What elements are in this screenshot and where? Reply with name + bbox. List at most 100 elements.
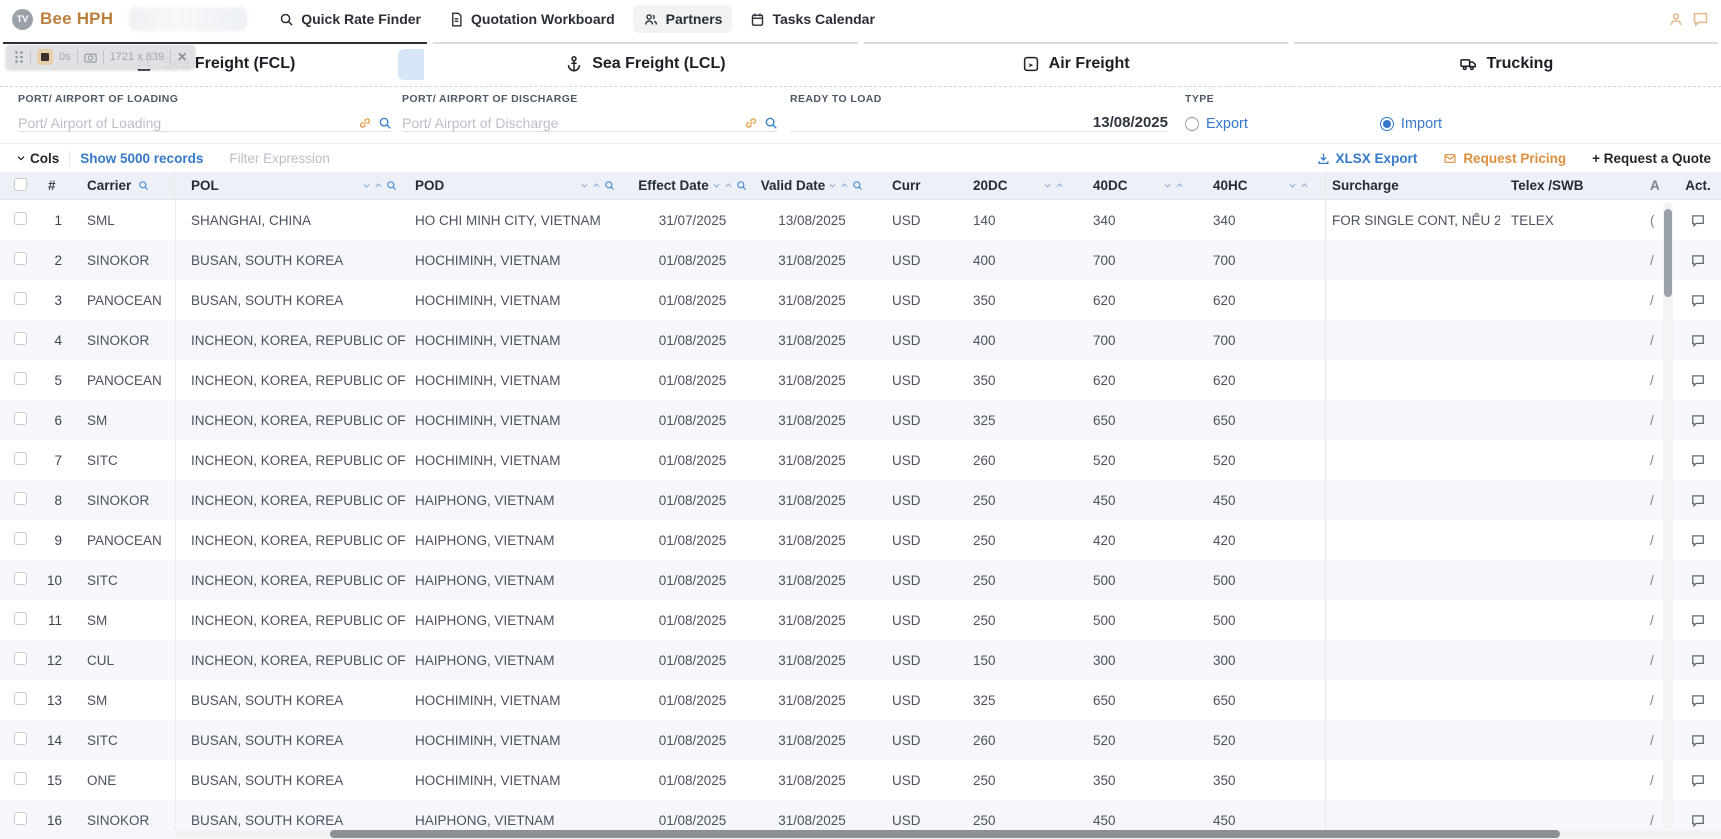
col-header-40dc[interactable]: 40DC bbox=[1080, 178, 1200, 193]
horizontal-scrollbar[interactable] bbox=[176, 830, 1721, 838]
comment-icon[interactable] bbox=[1691, 814, 1705, 827]
row-checkbox[interactable] bbox=[14, 772, 27, 785]
comment-icon[interactable] bbox=[1691, 734, 1705, 747]
row-checkbox[interactable] bbox=[14, 812, 27, 825]
col-header-surcharge[interactable]: Surcharge bbox=[1332, 178, 1399, 193]
comment-icon[interactable] bbox=[1691, 614, 1705, 627]
nav-item-partners[interactable]: Partners bbox=[632, 5, 733, 33]
sort-desc-icon[interactable] bbox=[362, 181, 371, 190]
horizontal-scrollbar-thumb[interactable] bbox=[330, 830, 1560, 838]
filter-expression-input[interactable]: Filter Expression bbox=[229, 150, 330, 166]
row-checkbox[interactable] bbox=[14, 612, 27, 625]
row-checkbox[interactable] bbox=[14, 372, 27, 385]
comment-icon[interactable] bbox=[1691, 374, 1705, 387]
nav-item-quick-rate-finder[interactable]: Quick Rate Finder bbox=[269, 5, 431, 33]
comment-icon[interactable] bbox=[1691, 494, 1705, 507]
sort-desc-icon[interactable] bbox=[1288, 181, 1297, 190]
stop-recording-button[interactable] bbox=[37, 49, 53, 65]
col-header-actions[interactable]: Act. bbox=[1685, 178, 1711, 193]
table-row[interactable]: 11 SM INCHEON, KOREA, REPUBLIC OF HAIPHO… bbox=[0, 600, 1721, 640]
table-row[interactable]: 9 PANOCEAN INCHEON, KOREA, REPUBLIC OF H… bbox=[0, 520, 1721, 560]
comment-icon[interactable] bbox=[1691, 454, 1705, 467]
chat-icon[interactable] bbox=[1692, 11, 1709, 27]
table-row[interactable]: 15 ONE BUSAN, SOUTH KOREA HOCHIMINH, VIE… bbox=[0, 760, 1721, 800]
brand-logo[interactable]: Bee HPH bbox=[40, 9, 114, 28]
tab-trucking[interactable]: Trucking bbox=[1293, 42, 1718, 84]
row-checkbox[interactable] bbox=[14, 732, 27, 745]
search-icon[interactable] bbox=[764, 116, 778, 130]
comment-icon[interactable] bbox=[1691, 574, 1705, 587]
sort-desc-icon[interactable] bbox=[712, 181, 721, 190]
comment-icon[interactable] bbox=[1691, 654, 1705, 667]
tab-air-freight[interactable]: Air Freight bbox=[863, 42, 1288, 84]
search-icon[interactable] bbox=[604, 180, 615, 191]
row-checkbox[interactable] bbox=[14, 572, 27, 585]
close-icon[interactable]: ✕ bbox=[177, 50, 188, 64]
port-of-discharge-input[interactable]: Port/ Airport of Discharge bbox=[402, 115, 778, 132]
user-icon[interactable] bbox=[1668, 11, 1684, 27]
sort-asc-icon[interactable] bbox=[592, 181, 601, 190]
table-row[interactable]: 2 SINOKOR BUSAN, SOUTH KOREA HOCHIMINH, … bbox=[0, 240, 1721, 280]
vertical-scrollbar[interactable] bbox=[1663, 202, 1673, 829]
col-header-no[interactable]: # bbox=[48, 178, 56, 193]
row-checkbox[interactable] bbox=[14, 452, 27, 465]
row-checkbox[interactable] bbox=[14, 652, 27, 665]
row-checkbox[interactable] bbox=[14, 252, 27, 265]
sort-asc-icon[interactable] bbox=[840, 181, 849, 190]
radio-import[interactable]: Import bbox=[1379, 116, 1442, 132]
link-icon[interactable] bbox=[358, 116, 372, 130]
comment-icon[interactable] bbox=[1691, 294, 1705, 307]
col-header-pol[interactable]: POL bbox=[175, 178, 413, 193]
col-header-truncated[interactable]: A bbox=[1650, 178, 1660, 193]
request-pricing-button[interactable]: Request Pricing bbox=[1443, 151, 1566, 166]
row-checkbox[interactable] bbox=[14, 292, 27, 305]
link-icon[interactable] bbox=[744, 116, 758, 130]
comment-icon[interactable] bbox=[1691, 694, 1705, 707]
sort-asc-icon[interactable] bbox=[374, 181, 383, 190]
sort-desc-icon[interactable] bbox=[1043, 181, 1052, 190]
comment-icon[interactable] bbox=[1691, 334, 1705, 347]
comment-icon[interactable] bbox=[1691, 214, 1705, 227]
col-header-40hc[interactable]: 40HC bbox=[1200, 178, 1325, 193]
col-header-valid-date[interactable]: Valid Date bbox=[754, 178, 870, 193]
request-quote-button[interactable]: + Request a Quote bbox=[1592, 150, 1711, 166]
col-header-20dc[interactable]: 20DC bbox=[960, 178, 1080, 193]
sort-asc-icon[interactable] bbox=[1300, 181, 1309, 190]
col-header-curr[interactable]: Curr bbox=[892, 178, 921, 193]
comment-icon[interactable] bbox=[1691, 254, 1705, 267]
search-icon[interactable] bbox=[386, 180, 397, 191]
row-checkbox[interactable] bbox=[14, 412, 27, 425]
nav-item-quotation-workboard[interactable]: Quotation Workboard bbox=[439, 5, 625, 33]
camera-icon[interactable] bbox=[83, 52, 97, 63]
search-icon[interactable] bbox=[378, 116, 392, 130]
avatar[interactable]: TV bbox=[12, 8, 33, 30]
table-row[interactable]: 12 CUL INCHEON, KOREA, REPUBLIC OF HAIPH… bbox=[0, 640, 1721, 680]
tab-sea-freight-lcl[interactable]: Sea Freight (LCL) bbox=[433, 42, 858, 84]
row-checkbox[interactable] bbox=[14, 532, 27, 545]
vertical-scrollbar-thumb[interactable] bbox=[1664, 209, 1672, 297]
table-row[interactable]: 14 SITC BUSAN, SOUTH KOREA HOCHIMINH, VI… bbox=[0, 720, 1721, 760]
table-row[interactable]: 7 SITC INCHEON, KOREA, REPUBLIC OF HOCHI… bbox=[0, 440, 1721, 480]
drag-handle-icon[interactable] bbox=[14, 50, 24, 64]
select-all-checkbox[interactable] bbox=[14, 177, 27, 191]
col-header-pod[interactable]: POD bbox=[413, 178, 631, 193]
table-row[interactable]: 8 SINOKOR INCHEON, KOREA, REPUBLIC OF HA… bbox=[0, 480, 1721, 520]
show-records-link[interactable]: Show 5000 records bbox=[80, 150, 204, 166]
table-row[interactable]: 4 SINOKOR INCHEON, KOREA, REPUBLIC OF HO… bbox=[0, 320, 1721, 360]
row-checkbox[interactable] bbox=[14, 212, 27, 225]
table-row[interactable]: 10 SITC INCHEON, KOREA, REPUBLIC OF HAIP… bbox=[0, 560, 1721, 600]
screen-recorder-toolbar[interactable]: 0s 1721 x 839 ✕ bbox=[6, 45, 196, 69]
comment-icon[interactable] bbox=[1691, 774, 1705, 787]
comment-icon[interactable] bbox=[1691, 534, 1705, 547]
col-header-telex-swb[interactable]: Telex /SWB bbox=[1511, 178, 1584, 193]
row-checkbox[interactable] bbox=[14, 332, 27, 345]
nav-item-tasks-calendar[interactable]: Tasks Calendar bbox=[740, 5, 884, 33]
xlsx-export-button[interactable]: XLSX Export bbox=[1317, 151, 1417, 166]
sort-asc-icon[interactable] bbox=[724, 181, 733, 190]
port-of-loading-input[interactable]: Port/ Airport of Loading bbox=[18, 115, 392, 132]
search-icon[interactable] bbox=[852, 180, 863, 191]
col-header-carrier[interactable]: Carrier bbox=[72, 178, 175, 193]
sort-desc-icon[interactable] bbox=[580, 181, 589, 190]
cols-button[interactable]: Cols bbox=[16, 151, 59, 166]
search-icon[interactable] bbox=[138, 180, 149, 191]
